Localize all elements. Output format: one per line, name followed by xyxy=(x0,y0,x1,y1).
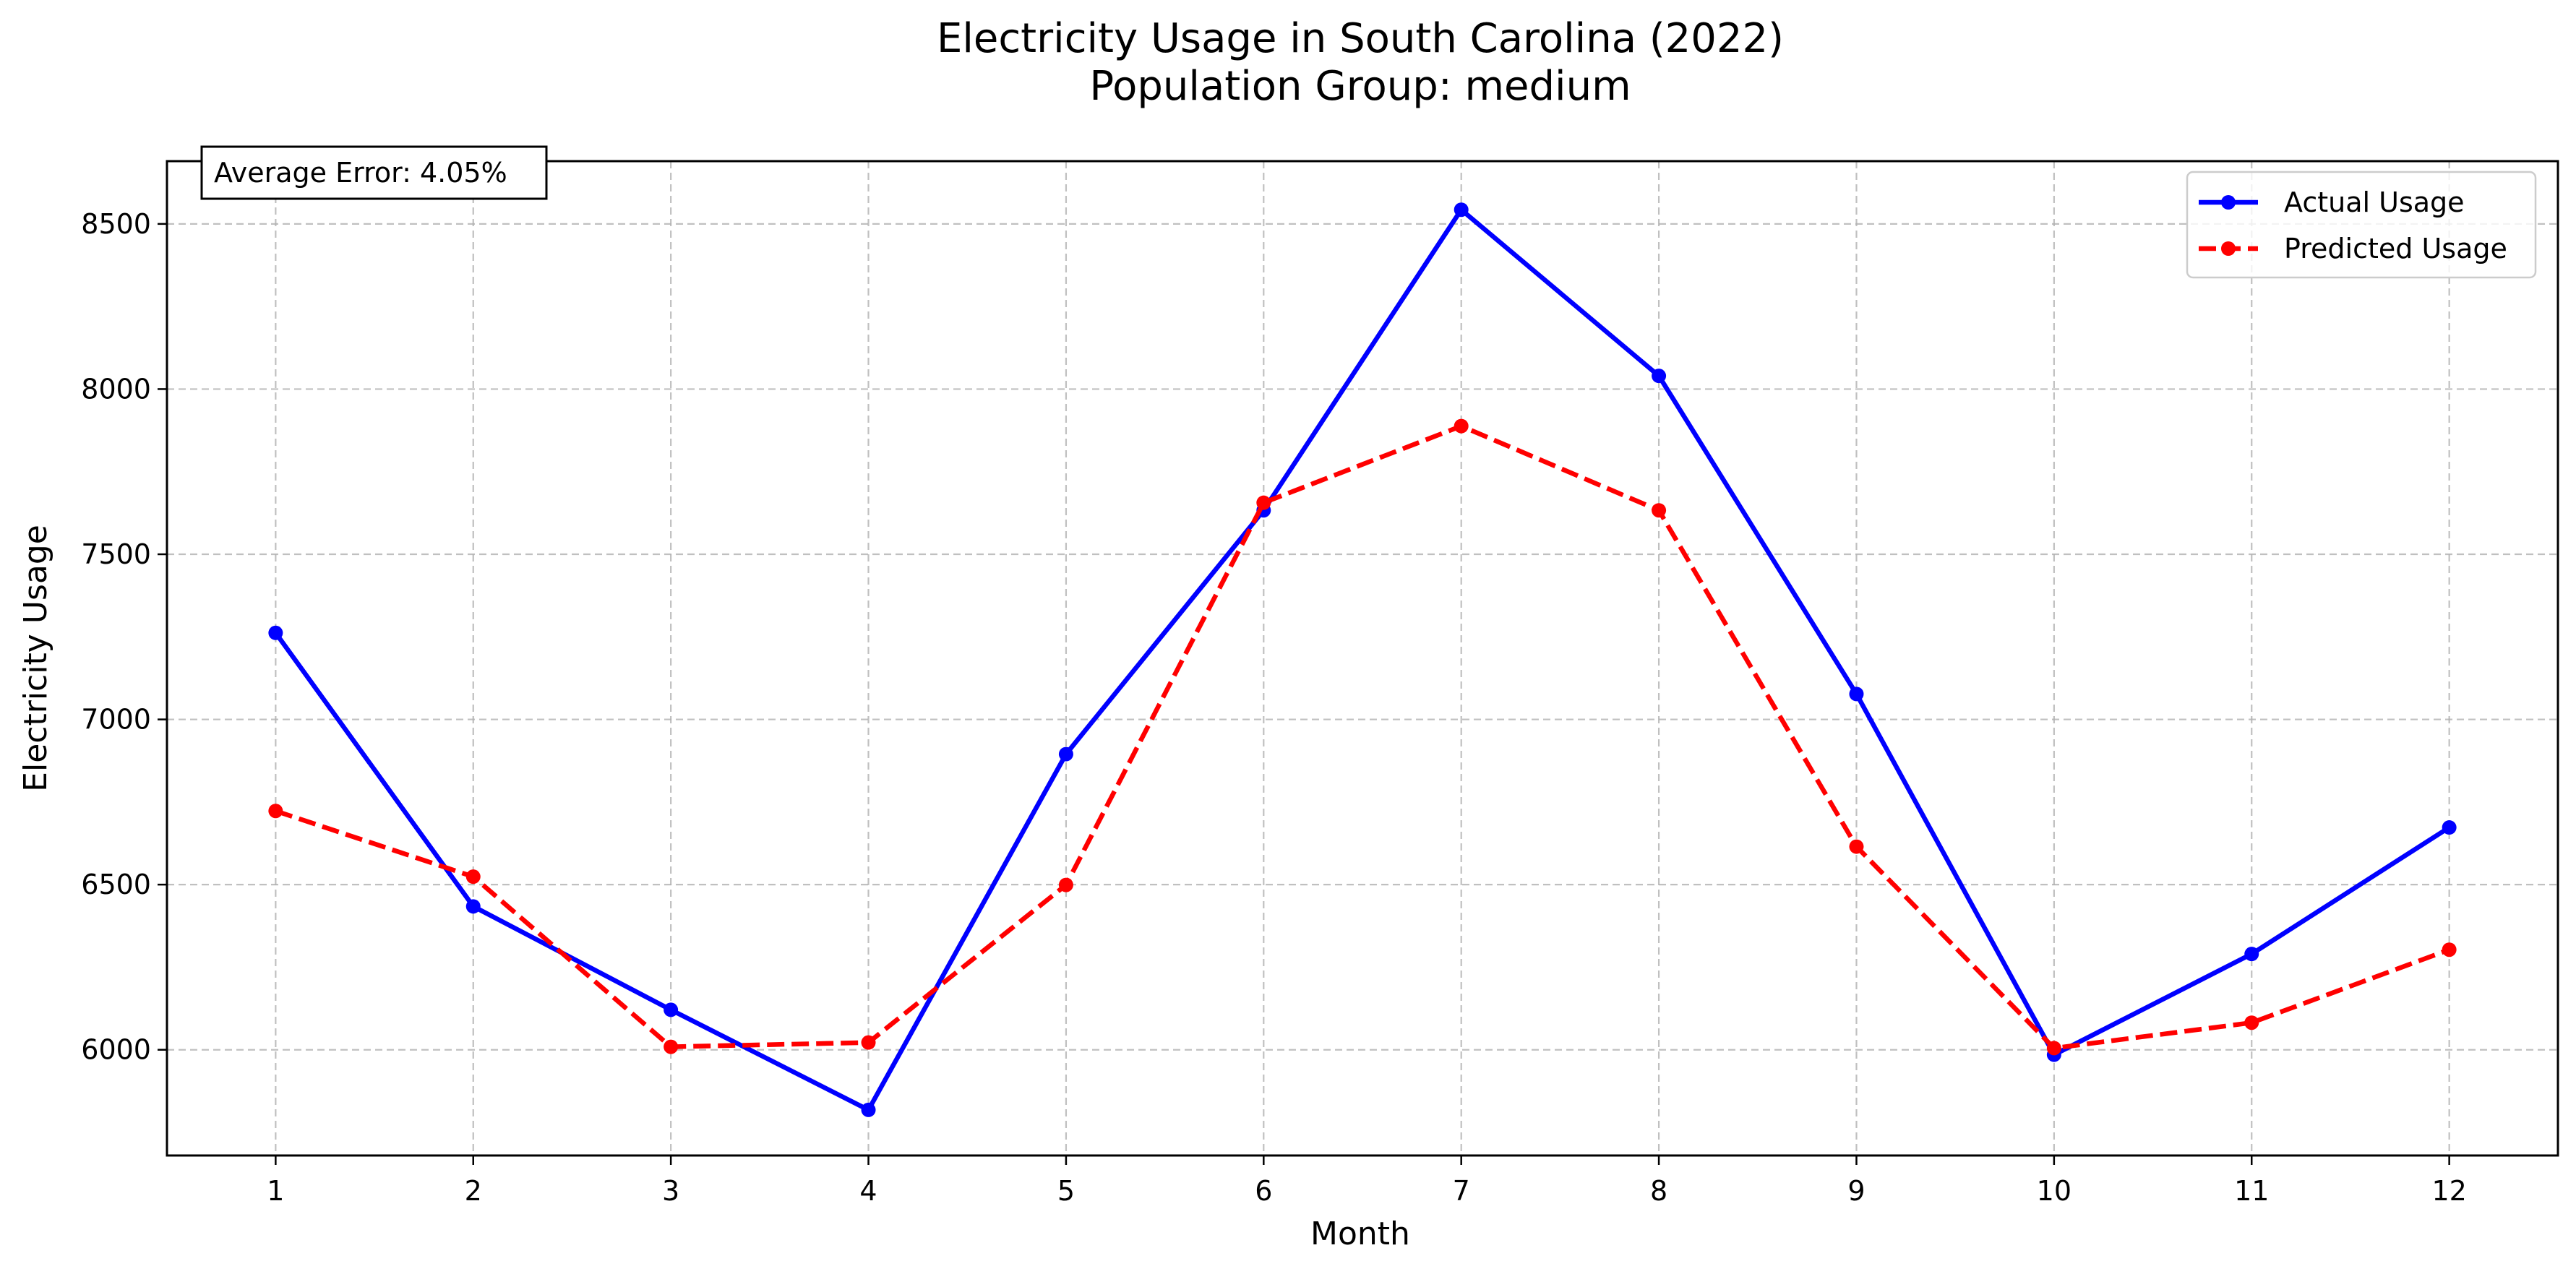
data-point-actual-usage xyxy=(861,1102,876,1117)
y-axis-ticks: 6000 6500 7000 7500 8000 8500 xyxy=(81,208,167,1066)
data-point-predicted-usage xyxy=(1256,495,1271,510)
x-axis-ticks: 1 2 3 4 5 6 7 8 9 10 11 12 xyxy=(267,1155,2467,1207)
data-point-actual-usage xyxy=(1058,746,1073,762)
legend: Actual Usage Predicted Usage xyxy=(2186,171,2537,279)
x-tick-label: 9 xyxy=(1847,1175,1865,1207)
chart-title-line2: Population Group: medium xyxy=(1089,63,1631,110)
x-tick-label: 4 xyxy=(859,1175,877,1207)
data-point-predicted-usage xyxy=(1058,877,1073,892)
y-tick-label: 8000 xyxy=(81,373,151,405)
annotation-box xyxy=(200,145,548,200)
series-line-predicted-usage xyxy=(275,423,2450,1051)
x-tick-label: 10 xyxy=(2037,1175,2071,1207)
x-tick-label: 3 xyxy=(662,1175,679,1207)
y-axis-label: Electricity Usage xyxy=(17,525,54,792)
data-point-actual-usage xyxy=(465,899,481,914)
legend-entries: Actual Usage Predicted Usage xyxy=(2199,186,2507,264)
annotation-text: Average Error: 4.05% xyxy=(214,157,507,189)
data-point-actual-usage xyxy=(268,625,283,640)
data-point-actual-usage xyxy=(1849,687,1864,702)
x-axis-label: Month xyxy=(1310,1215,1410,1252)
series-layer xyxy=(268,202,2457,1117)
data-point-predicted-usage xyxy=(268,804,283,819)
data-point-predicted-usage xyxy=(1849,839,1864,854)
y-tick-label: 7000 xyxy=(81,704,151,736)
x-tick-label: 8 xyxy=(1650,1175,1667,1207)
data-point-actual-usage xyxy=(1454,202,1469,218)
legend-marker-actual-usage xyxy=(2221,195,2236,210)
x-tick-label: 11 xyxy=(2234,1175,2269,1207)
series-line-actual-usage xyxy=(273,207,2451,1113)
y-tick-label: 6500 xyxy=(81,869,151,900)
data-point-predicted-usage xyxy=(2046,1041,2061,1056)
x-tick-label: 1 xyxy=(267,1175,284,1207)
x-tick-label: 6 xyxy=(1255,1175,1272,1207)
plot-frame xyxy=(166,160,2559,1157)
y-tick-label: 8500 xyxy=(81,208,151,240)
data-point-predicted-usage xyxy=(664,1039,679,1054)
y-tick-label: 7500 xyxy=(81,538,151,570)
x-tick-label: 12 xyxy=(2431,1175,2466,1207)
data-point-predicted-usage xyxy=(1454,418,1469,434)
y-tick-label: 6000 xyxy=(81,1034,151,1066)
x-tick-label: 5 xyxy=(1057,1175,1075,1207)
legend-label-predicted-usage: Predicted Usage xyxy=(2284,233,2507,264)
data-point-actual-usage xyxy=(664,1002,679,1017)
data-point-actual-usage xyxy=(2244,947,2259,962)
grid-layer xyxy=(167,161,2558,1155)
average-error-annotation: Average Error: 4.05% xyxy=(200,145,548,200)
data-point-predicted-usage xyxy=(2442,942,2457,957)
data-point-actual-usage xyxy=(2442,820,2457,835)
legend-frame xyxy=(2186,171,2537,279)
data-point-predicted-usage xyxy=(2244,1015,2259,1030)
x-tick-label: 2 xyxy=(465,1175,482,1207)
data-point-predicted-usage xyxy=(1652,503,1667,518)
legend-label-actual-usage: Actual Usage xyxy=(2284,186,2465,218)
data-point-actual-usage xyxy=(1652,369,1667,384)
data-point-predicted-usage xyxy=(861,1035,876,1050)
chart-title-line1: Electricity Usage in South Carolina (202… xyxy=(937,15,1784,62)
legend-marker-predicted-usage xyxy=(2221,241,2236,256)
x-tick-label: 7 xyxy=(1453,1175,1470,1207)
data-point-predicted-usage xyxy=(465,869,481,885)
